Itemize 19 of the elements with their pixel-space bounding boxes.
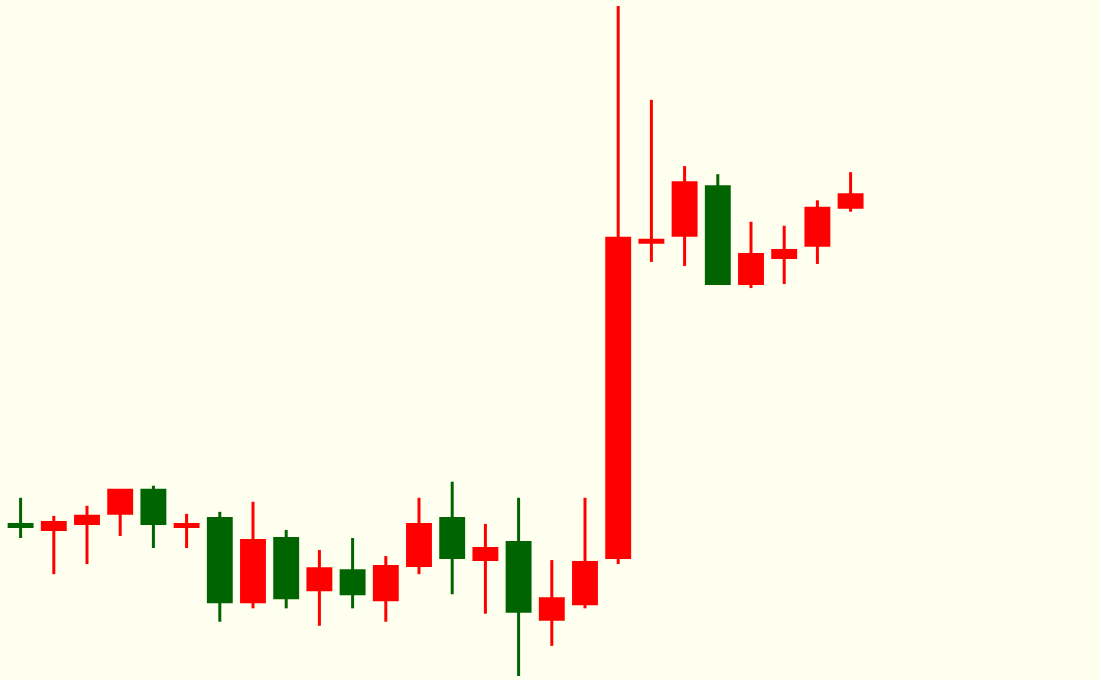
candlestick xyxy=(472,522,499,616)
candlestick xyxy=(372,554,399,624)
candlestick xyxy=(439,480,466,596)
candlestick xyxy=(74,504,100,566)
candlestick xyxy=(572,496,598,610)
candlestick xyxy=(7,496,34,540)
candlestick xyxy=(837,170,864,214)
candlestick xyxy=(107,488,134,538)
candlestick xyxy=(406,496,432,576)
candlestick xyxy=(306,548,333,628)
candlestick xyxy=(738,220,764,290)
candlestick xyxy=(173,512,200,550)
candlestick xyxy=(140,484,167,550)
candlestick xyxy=(638,98,665,264)
candlestick xyxy=(771,224,798,286)
candlestick xyxy=(804,198,831,266)
candlestick xyxy=(40,514,67,576)
candlestick xyxy=(339,536,366,610)
candlestick xyxy=(538,558,565,648)
